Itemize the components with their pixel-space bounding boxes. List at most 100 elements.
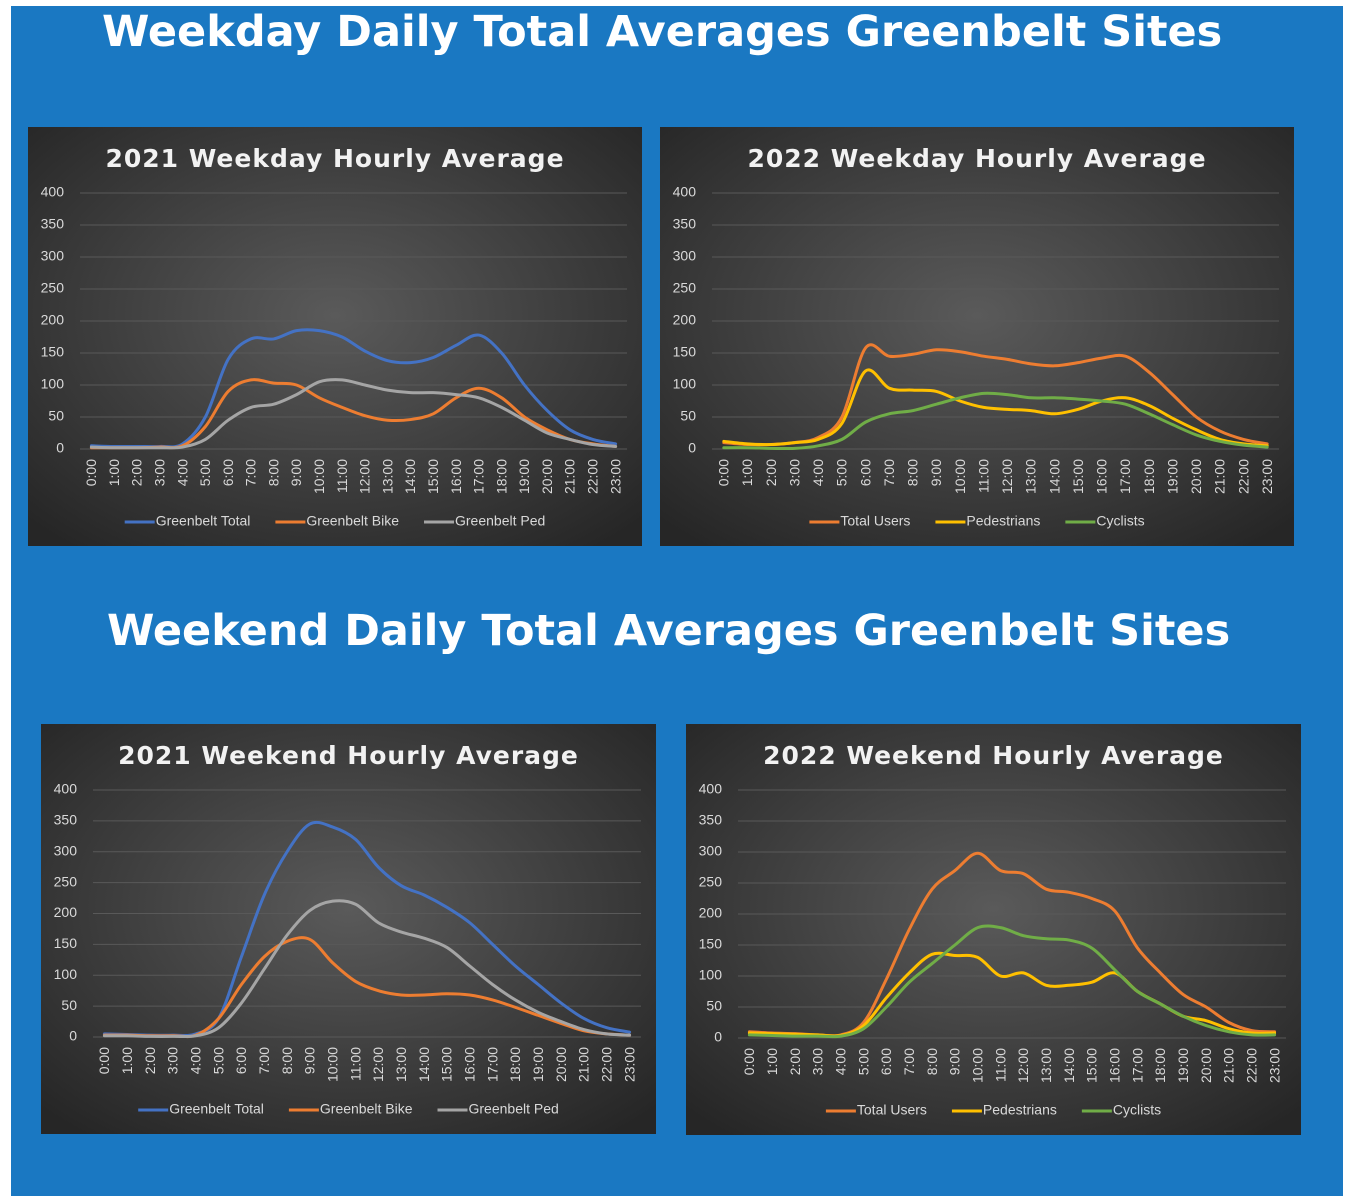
y-tick-label: 150 xyxy=(54,935,78,951)
x-tick-label: 11:00 xyxy=(975,459,991,493)
legend-label: Pedestrians xyxy=(966,513,1040,529)
y-tick-label: 100 xyxy=(699,967,723,983)
y-tick-label: 100 xyxy=(41,376,65,392)
y-tick-label: 100 xyxy=(54,966,78,982)
y-tick-label: 350 xyxy=(41,216,65,232)
x-tick-label: 13:00 xyxy=(379,459,395,494)
x-tick-label: 0:00 xyxy=(716,459,732,486)
x-tick-label: 9:00 xyxy=(288,459,304,486)
chart-title: 2022 Weekend Hourly Average xyxy=(763,741,1224,770)
chart-background xyxy=(686,724,1301,1135)
series-line xyxy=(89,328,618,449)
legend-label: Greenbelt Bike xyxy=(320,1101,413,1117)
series-line xyxy=(747,924,1277,1039)
y-tick-label: 300 xyxy=(673,248,697,264)
x-tick-label: 2:00 xyxy=(787,1048,803,1075)
x-tick-label: 16:00 xyxy=(1106,1048,1122,1083)
x-tick-label: 15:00 xyxy=(1084,1048,1100,1083)
chart-title: 2021 Weekday Hourly Average xyxy=(105,144,564,173)
y-tick-label: 300 xyxy=(54,842,78,858)
y-tick-label: 50 xyxy=(61,997,77,1013)
y-tick-label: 0 xyxy=(688,440,696,456)
x-tick-label: 6:00 xyxy=(233,1047,249,1074)
x-tick-label: 17:00 xyxy=(1117,459,1133,494)
chart: 2021 Weekend Hourly Average 0 50 100 150 200 2… xyxy=(41,724,656,1134)
legend-label: Greenbelt Bike xyxy=(306,513,399,529)
legend: Total Users Pedestrians Cyclists xyxy=(809,513,1145,529)
y-tick-label: 0 xyxy=(56,440,64,456)
x-tick-label: 3:00 xyxy=(786,459,802,486)
y-tick-label: 200 xyxy=(673,312,697,328)
y-tick-label: 200 xyxy=(54,904,78,920)
x-tick-label: 21:00 xyxy=(562,459,578,494)
x-tick-label: 7:00 xyxy=(243,459,259,486)
y-tick-label: 0 xyxy=(69,1028,77,1044)
x-tick-label: 8:00 xyxy=(279,1047,295,1074)
x-tick-label: 4:00 xyxy=(187,1047,203,1074)
y-tick-label: 200 xyxy=(41,312,65,328)
x-tick-label: 3:00 xyxy=(810,1048,826,1075)
x-tick-label: 15:00 xyxy=(1070,459,1086,494)
x-tick-label: 14:00 xyxy=(1061,1048,1077,1083)
y-tick-label: 350 xyxy=(699,812,723,828)
y-tick-label: 150 xyxy=(699,936,723,952)
x-tick-label: 7:00 xyxy=(881,459,897,486)
x-tick-label: 19:00 xyxy=(1164,459,1180,494)
x-tick-label: 5:00 xyxy=(834,459,850,486)
legend-label: Cyclists xyxy=(1096,513,1144,529)
x-tick-label: 19:00 xyxy=(1175,1048,1191,1083)
x-tick-label: 8:00 xyxy=(924,1048,940,1075)
x-tick-label: 17:00 xyxy=(471,459,487,494)
x-tick-label: 22:00 xyxy=(585,459,601,494)
x-tick-label: 10:00 xyxy=(311,459,327,494)
x-tick-label: 5:00 xyxy=(210,1047,226,1074)
x-tick-label: 0:00 xyxy=(741,1048,757,1075)
x-tick-label: 1:00 xyxy=(739,459,755,486)
y-tick-label: 100 xyxy=(673,376,697,392)
legend-label: Greenbelt Total xyxy=(169,1101,264,1117)
heading: Weekend Daily Total Averages Greenbelt S… xyxy=(107,606,1230,656)
x-tick-label: 16:00 xyxy=(1094,459,1110,494)
x-tick-label: 6:00 xyxy=(220,459,236,486)
x-tick-label: 22:00 xyxy=(1235,459,1251,494)
x-tick-label: 17:00 xyxy=(1129,1048,1145,1083)
x-tick-label: 4:00 xyxy=(810,459,826,486)
x-tick-label: 18:00 xyxy=(507,1047,523,1082)
x-tick-label: 23:00 xyxy=(621,1047,637,1082)
x-tick-label: 12:00 xyxy=(999,459,1015,494)
x-tick-label: 23:00 xyxy=(607,459,623,494)
series-line xyxy=(102,899,632,1039)
chart-background xyxy=(28,127,642,546)
y-tick-label: 400 xyxy=(41,184,65,200)
chart: 2022 Weekend Hourly Average 0 50 100 150 200 2… xyxy=(686,724,1301,1135)
x-tick-label: 11:00 xyxy=(992,1048,1008,1082)
chart-background xyxy=(41,724,656,1134)
x-tick-label: 9:00 xyxy=(947,1048,963,1075)
x-tick-label: 9:00 xyxy=(928,459,944,486)
y-tick-label: 250 xyxy=(54,873,78,889)
x-tick-label: 19:00 xyxy=(530,1047,546,1082)
x-tick-label: 23:00 xyxy=(1259,459,1275,494)
x-tick-label: 0:00 xyxy=(83,459,99,486)
x-tick-label: 22:00 xyxy=(1243,1048,1259,1083)
x-tick-label: 2:00 xyxy=(142,1047,158,1074)
chart: 2021 Weekday Hourly Average 0 50 100 150 200 2… xyxy=(28,127,642,546)
y-tick-label: 400 xyxy=(673,184,697,200)
x-tick-label: 12:00 xyxy=(1015,1048,1031,1083)
x-tick-label: 7:00 xyxy=(901,1048,917,1075)
y-tick-label: 350 xyxy=(54,812,78,828)
x-tick-label: 1:00 xyxy=(119,1047,135,1074)
x-tick-label: 1:00 xyxy=(106,459,122,486)
x-tick-label: 11:00 xyxy=(347,1047,363,1081)
x-tick-label: 17:00 xyxy=(484,1047,500,1082)
x-tick-label: 6:00 xyxy=(878,1048,894,1075)
x-tick-label: 14:00 xyxy=(416,1047,432,1082)
x-tick-label: 11:00 xyxy=(334,459,350,493)
legend-label: Greenbelt Ped xyxy=(455,513,545,529)
x-tick-label: 0:00 xyxy=(96,1047,112,1074)
y-tick-label: 250 xyxy=(673,280,697,296)
legend-label: Total Users xyxy=(857,1102,927,1118)
series-line xyxy=(722,343,1269,447)
x-tick-label: 15:00 xyxy=(425,459,441,494)
chart-background xyxy=(660,127,1294,546)
